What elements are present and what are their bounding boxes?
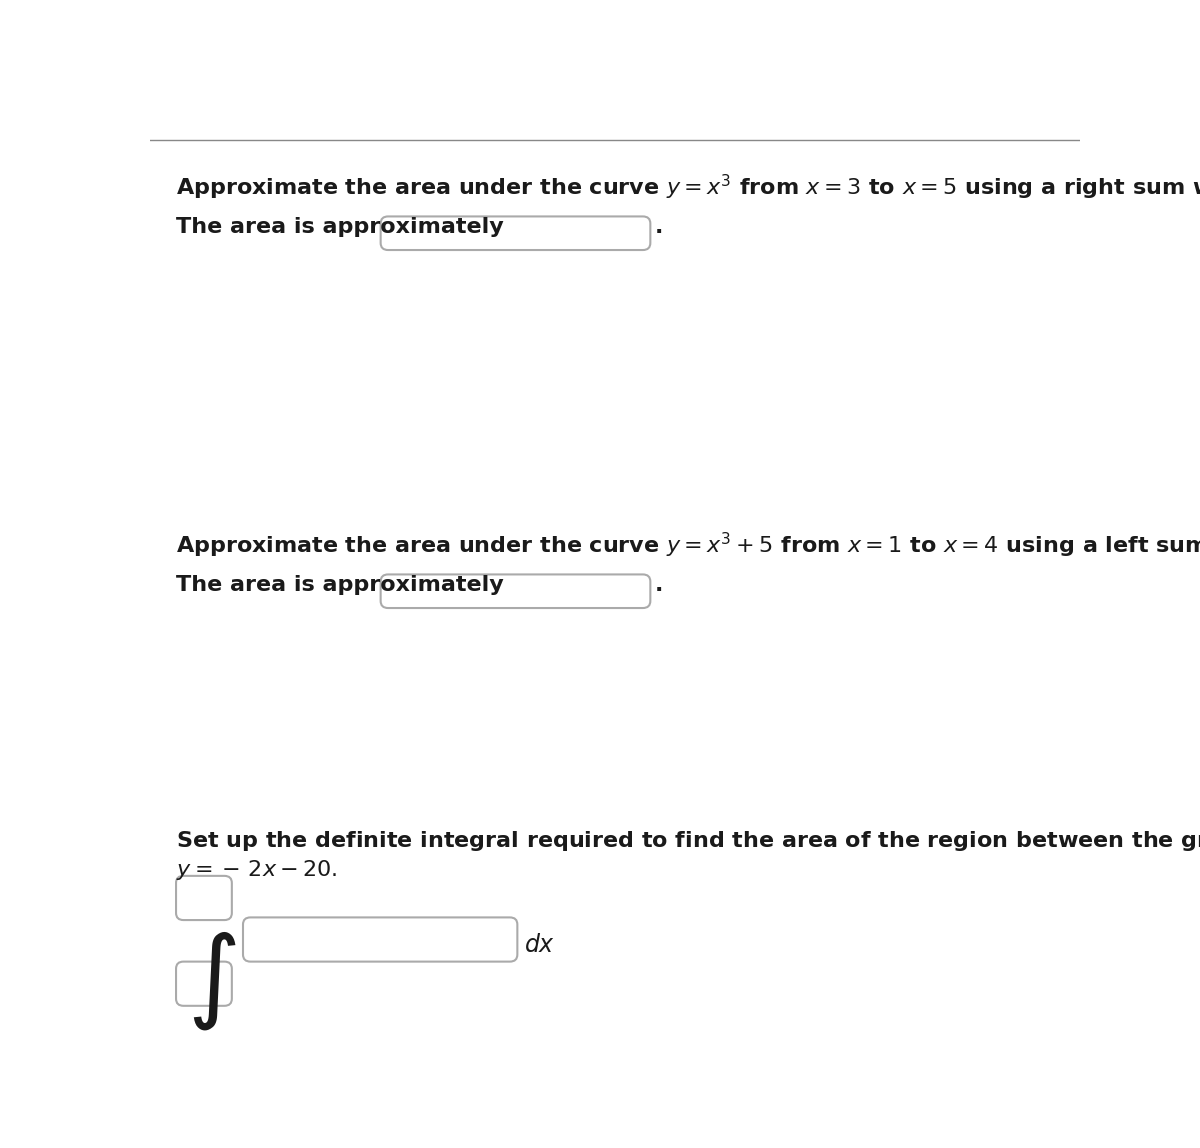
Text: $y = -\, 2x - 20.$: $y = -\, 2x - 20.$ [176, 859, 337, 882]
Text: Approximate the area under the curve $y = x^3$ from $x = 3$ to $x = 5$ using a r: Approximate the area under the curve $y … [176, 173, 1200, 202]
Text: The area is approximately: The area is approximately [176, 575, 504, 596]
Text: $\int$: $\int$ [187, 929, 236, 1032]
FancyBboxPatch shape [242, 917, 517, 962]
Text: Approximate the area under the curve $y = x^3 + 5$ from $x = 1$ to $x = 4$ using: Approximate the area under the curve $y … [176, 532, 1200, 560]
Text: $dx$: $dx$ [524, 934, 556, 957]
Text: Set up the definite integral required to find the area of the region between the: Set up the definite integral required to… [176, 825, 1200, 854]
FancyBboxPatch shape [176, 962, 232, 1006]
FancyBboxPatch shape [380, 217, 650, 250]
Text: The area is approximately: The area is approximately [176, 217, 504, 238]
FancyBboxPatch shape [176, 876, 232, 920]
Text: .: . [655, 217, 664, 238]
Text: .: . [655, 575, 664, 596]
FancyBboxPatch shape [380, 574, 650, 608]
